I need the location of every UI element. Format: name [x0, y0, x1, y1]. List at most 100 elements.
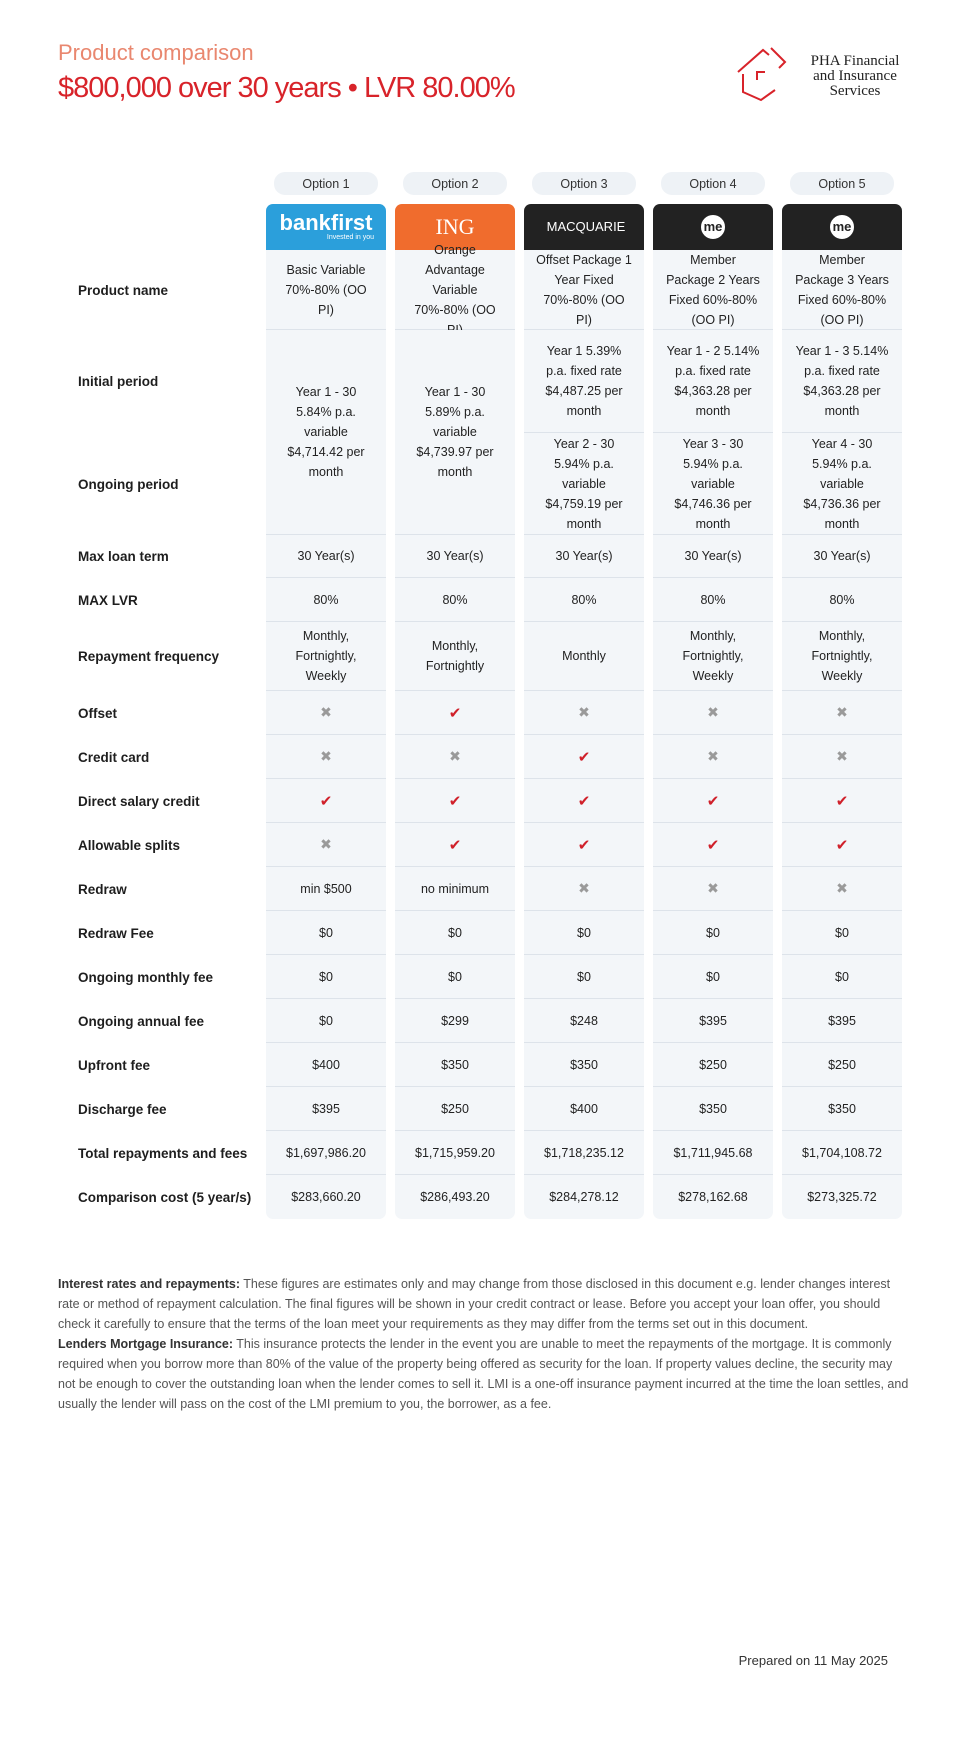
subtitle: $800,000 over 30 years • LVR 80.00%: [58, 72, 516, 104]
note-heading: Interest rates and repayments:: [58, 1277, 241, 1291]
table-cell: $250: [395, 1087, 515, 1131]
table-cell: Year 2 - 30 5.94% p.a. variable $4,759.1…: [524, 433, 644, 535]
table-cell: Monthly: [524, 622, 644, 691]
table-cell: $0: [782, 911, 902, 955]
row-label: Repayment frequency: [78, 649, 220, 664]
table-cell: ✖: [524, 867, 644, 911]
table-cell: Year 1 - 30 5.84% p.a. variable $4,714.4…: [266, 330, 386, 535]
brand-name: me: [701, 215, 725, 239]
table-cell: Member Package 3 Years Fixed 60%-80% (OO…: [782, 250, 902, 330]
row-label: Ongoing period: [78, 476, 179, 492]
brand-logo: ING: [395, 204, 515, 250]
table-cell: ✔: [782, 779, 902, 823]
row-label: Ongoing annual fee: [78, 1013, 205, 1029]
row-label: Offset: [78, 705, 118, 721]
table-cell: 30 Year(s): [524, 535, 644, 578]
row-label: Redraw Fee: [78, 925, 154, 941]
table-cell: 30 Year(s): [653, 535, 773, 578]
brand-logo: bankfirst Invested in you: [266, 204, 386, 250]
option-label: Option 5: [790, 172, 894, 195]
table-cell: $299: [395, 999, 515, 1043]
table-cell: 80%: [266, 578, 386, 622]
table-cell: ✖: [266, 691, 386, 735]
table-cell: $0: [524, 911, 644, 955]
row-label: Discharge fee: [78, 1101, 167, 1117]
brand-name: bankfirst: [279, 210, 373, 235]
table-cell: $284,278.12: [524, 1175, 644, 1219]
table-cell: ✔: [395, 823, 515, 867]
table-cell: Year 1 - 30 5.89% p.a. variable $4,739.9…: [395, 330, 515, 535]
table-cell: $250: [653, 1043, 773, 1087]
option-label: Option 4: [661, 172, 765, 195]
table-cell: $0: [395, 911, 515, 955]
table-cell: ✖: [782, 867, 902, 911]
table-cell: ✖: [395, 735, 515, 779]
logo-text: PHA Financial and Insurance Services: [790, 54, 920, 99]
brand-name: me: [830, 215, 854, 239]
logo-line: PHA Financial: [810, 53, 900, 69]
table-cell: $350: [524, 1043, 644, 1087]
notes: Interest rates and repayments: These fig…: [58, 1274, 910, 1414]
table-cell: $1,715,959.20: [395, 1131, 515, 1175]
table-cell: $278,162.68: [653, 1175, 773, 1219]
table-cell: ✖: [524, 691, 644, 735]
note-text: These figures are estimates only and may…: [58, 1277, 891, 1331]
table-cell: $273,325.72: [782, 1175, 902, 1219]
table-cell: $0: [524, 955, 644, 999]
row-label: Product name: [78, 282, 169, 298]
table-cell: ✔: [524, 823, 644, 867]
table-cell: ✔: [782, 823, 902, 867]
table-cell: $395: [653, 999, 773, 1043]
table-cell: ✖: [653, 735, 773, 779]
row-label: Credit card: [78, 749, 150, 765]
table-cell: $350: [782, 1087, 902, 1131]
table-cell: $395: [266, 1087, 386, 1131]
table-cell: ✖: [782, 735, 902, 779]
row-label: Initial period: [78, 374, 159, 389]
table-cell: Year 1 - 3 5.14% p.a. fixed rate $4,363.…: [782, 330, 902, 433]
note-text: This insurance protects the lender in th…: [58, 1337, 909, 1411]
table-cell: 80%: [653, 578, 773, 622]
table-cell: ✔: [653, 823, 773, 867]
table-cell: $0: [266, 955, 386, 999]
option-label: Option 1: [274, 172, 378, 195]
table-cell: $1,718,235.12: [524, 1131, 644, 1175]
table-cell: ✔: [524, 735, 644, 779]
title: Product comparison: [58, 40, 254, 65]
table-cell: $1,704,108.72: [782, 1131, 902, 1175]
table-cell: ✖: [266, 735, 386, 779]
row-label: Upfront fee: [78, 1057, 150, 1073]
table-cell: $250: [782, 1043, 902, 1087]
footer: Prepared on 11 May 2025: [738, 1653, 888, 1668]
table-cell: Basic Variable 70%-80% (OO PI): [266, 250, 386, 330]
brand-name: MACQUARIE: [546, 219, 626, 234]
row-label: Comparison cost (5 year/s): [78, 1189, 252, 1205]
table-cell: ✔: [524, 779, 644, 823]
brand-logo: MACQUARIE: [524, 204, 644, 250]
logo-line: and Insurance: [813, 68, 897, 84]
table-cell: $350: [395, 1043, 515, 1087]
table-cell: ✔: [395, 691, 515, 735]
table-cell: Monthly, Fortnightly, Weekly: [782, 622, 902, 691]
option-label: Option 2: [403, 172, 507, 195]
note-heading: Lenders Mortgage Insurance:: [58, 1337, 234, 1351]
table-cell: 80%: [395, 578, 515, 622]
table-cell: $0: [266, 911, 386, 955]
table-cell: ✖: [266, 823, 386, 867]
row-label: Redraw: [78, 881, 127, 897]
logo-line: Services: [829, 83, 881, 99]
table-cell: Offset Package 1 Year Fixed 70%-80% (OO …: [524, 250, 644, 330]
table-cell: $400: [266, 1043, 386, 1087]
table-cell: $283,660.20: [266, 1175, 386, 1219]
table-cell: min $500: [266, 867, 386, 911]
brand-tagline: Invested in you: [326, 234, 374, 241]
row-label: Total repayments and fees: [78, 1145, 248, 1161]
row-label: Max loan term: [78, 549, 169, 564]
table-cell: 80%: [524, 578, 644, 622]
table-cell: $1,697,986.20: [266, 1131, 386, 1175]
table-cell: ✔: [653, 779, 773, 823]
table-cell: $1,711,945.68: [653, 1131, 773, 1175]
table-cell: $0: [395, 955, 515, 999]
table-cell: ✖: [653, 867, 773, 911]
